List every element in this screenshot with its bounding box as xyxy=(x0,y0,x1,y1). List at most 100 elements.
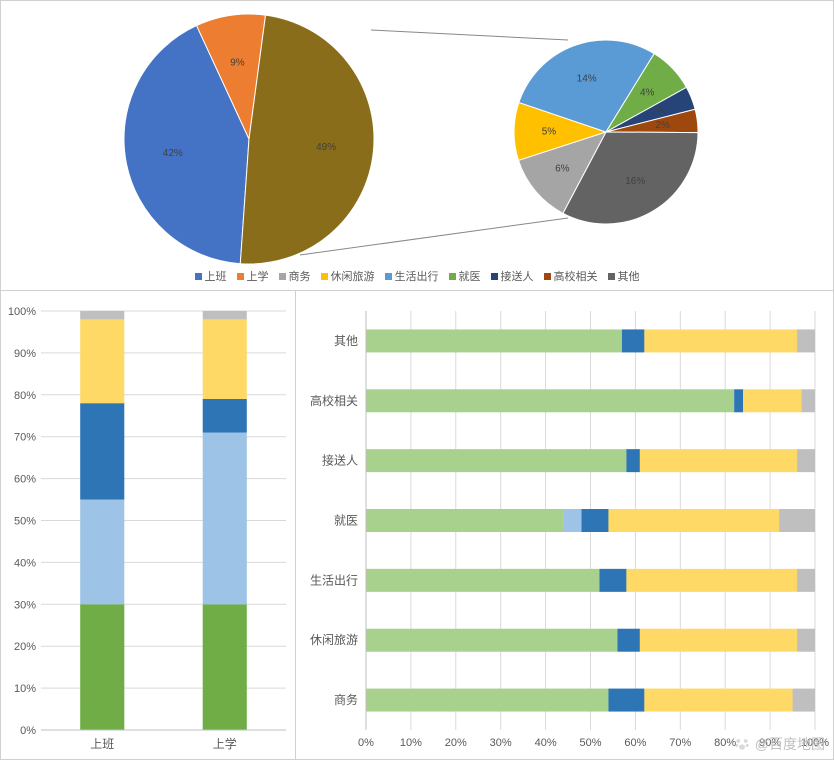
stacked-row-segment xyxy=(608,689,644,712)
stacked-bar-segment xyxy=(203,311,247,319)
stacked-row-segment xyxy=(608,509,779,532)
pie-slice-label: 2% xyxy=(655,120,670,131)
legend-swatch xyxy=(544,273,551,280)
y-axis-tick-label: 100% xyxy=(8,306,36,318)
stacked-column-chart: 0% 10% 20% 30% 40% 50% 60% 70% 80% 90% 100% 上班 上学 xyxy=(1,291,296,760)
stacked-row-segment xyxy=(802,389,815,412)
legend-swatch xyxy=(237,273,244,280)
x-axis-tick-label: 60% xyxy=(624,737,646,749)
legend-item: 其他 xyxy=(608,268,640,284)
legend-item: 上学 xyxy=(237,268,269,284)
pie-slice-label: 42% xyxy=(163,148,183,159)
stacked-bar-segment xyxy=(80,403,124,499)
legend-swatch xyxy=(608,273,615,280)
y-axis-tick-label: 40% xyxy=(14,557,36,569)
y-axis-category-label: 生活出行 xyxy=(310,573,358,587)
stacked-bar-segment xyxy=(203,319,247,399)
stacked-row-segment xyxy=(797,449,815,472)
legend-label: 就医 xyxy=(459,268,481,284)
x-axis-tick-label: 0% xyxy=(358,737,374,749)
y-axis-category-label: 高校相关 xyxy=(310,393,358,408)
legend-item: 高校相关 xyxy=(544,268,598,284)
y-axis-tick-label: 90% xyxy=(14,348,36,360)
stacked-row-segment xyxy=(599,569,626,592)
bottom-panel: 0% 10% 20% 30% 40% 50% 60% 70% 80% 90% 100% 上班 上学 0%… xyxy=(1,291,833,760)
legend-label: 上班 xyxy=(205,268,227,284)
y-axis-category-label: 商务 xyxy=(334,692,358,707)
stacked-bar-segment xyxy=(80,311,124,319)
stacked-row-segment xyxy=(366,449,626,472)
stacked-row-segment xyxy=(743,389,801,412)
stacked-row-segment xyxy=(734,389,743,412)
stacked-bar-segment xyxy=(203,604,247,730)
stacked-row-segment xyxy=(626,569,797,592)
pie-slice-label: 4% xyxy=(640,88,655,99)
y-axis-category-label: 其他 xyxy=(334,334,358,348)
stacked-row-segment xyxy=(582,509,609,532)
stacked-row-segment xyxy=(797,329,815,352)
pie-slice-label: 2% xyxy=(652,106,667,117)
legend-item: 商务 xyxy=(279,268,311,284)
dashboard-container: 42%9%49% 5%14%4%2%2%16%6% 上班上学商务休闲旅游生活出行… xyxy=(0,0,834,760)
pie-slice-label: 14% xyxy=(577,73,597,84)
legend-item: 生活出行 xyxy=(385,268,439,284)
x-axis-tick-label: 20% xyxy=(445,737,467,749)
legend-item: 就医 xyxy=(449,268,481,284)
stacked-row-segment xyxy=(366,389,734,412)
y-axis-tick-label: 50% xyxy=(14,516,36,528)
legend-label: 商务 xyxy=(289,268,311,284)
watermark: @百度地图 xyxy=(733,734,825,754)
stacked-bar-segment xyxy=(80,319,124,403)
legend-swatch xyxy=(449,273,456,280)
stacked-row-segment xyxy=(779,509,815,532)
breakout-pie-chart: 5%14%4%2%2%16%6% xyxy=(511,37,701,227)
legend-swatch xyxy=(385,273,392,280)
stacked-row-segment xyxy=(366,569,599,592)
stacked-row-segment xyxy=(644,689,792,712)
pie-slice-label: 6% xyxy=(555,164,570,175)
pie-slice-label: 9% xyxy=(230,57,245,68)
legend-label: 接送人 xyxy=(501,268,534,284)
x-axis-tick-label: 40% xyxy=(535,737,557,749)
pie-of-pie-panel: 42%9%49% 5%14%4%2%2%16%6% 上班上学商务休闲旅游生活出行… xyxy=(1,1,833,291)
x-axis-tick-label: 70% xyxy=(669,737,691,749)
legend-label: 高校相关 xyxy=(554,268,598,284)
pie-slice-label: 49% xyxy=(316,142,336,153)
legend-label: 上学 xyxy=(247,268,269,284)
x-axis-category-label: 上班 xyxy=(90,737,114,751)
legend-swatch xyxy=(279,273,286,280)
y-axis-tick-label: 70% xyxy=(14,432,36,444)
x-axis-tick-label: 30% xyxy=(490,737,512,749)
watermark-text: @百度地图 xyxy=(755,734,825,754)
stacked-bar-segment xyxy=(203,433,247,605)
y-axis-category-label: 就医 xyxy=(334,514,358,528)
stacked-row-chart: 0%10%20%30%40%50%60%70%80%90%100%商务休闲旅游生… xyxy=(296,291,834,760)
y-axis-tick-label: 10% xyxy=(14,683,36,695)
stacked-row-segment xyxy=(797,569,815,592)
legend-item: 接送人 xyxy=(491,268,534,284)
stacked-bar-segment xyxy=(203,399,247,433)
stacked-row-segment xyxy=(366,329,622,352)
y-axis-category-label: 休闲旅游 xyxy=(310,633,358,647)
legend-swatch xyxy=(491,273,498,280)
pie-slice-label: 5% xyxy=(542,127,557,138)
stacked-row-segment xyxy=(797,629,815,652)
stacked-bar-segment xyxy=(80,500,124,605)
y-axis-tick-label: 80% xyxy=(14,390,36,402)
x-axis-tick-label: 50% xyxy=(579,737,601,749)
stacked-row-segment xyxy=(640,449,797,472)
y-axis-category-label: 接送人 xyxy=(322,453,358,468)
stacked-row-segment xyxy=(644,329,797,352)
main-pie-chart: 42% 9% 49% xyxy=(119,9,379,269)
y-axis-tick-label: 0% xyxy=(20,725,36,737)
legend-label: 休闲旅游 xyxy=(331,268,375,284)
y-axis-tick-label: 30% xyxy=(14,599,36,611)
x-axis-category-label: 上学 xyxy=(213,736,237,751)
stacked-row-segment xyxy=(366,509,564,532)
stacked-row-segment xyxy=(564,509,582,532)
y-axis-tick-label: 60% xyxy=(14,474,36,486)
y-axis-tick-label: 20% xyxy=(14,641,36,653)
stacked-bar-segment xyxy=(80,604,124,730)
x-axis-tick-label: 10% xyxy=(400,737,422,749)
legend-swatch xyxy=(195,273,202,280)
